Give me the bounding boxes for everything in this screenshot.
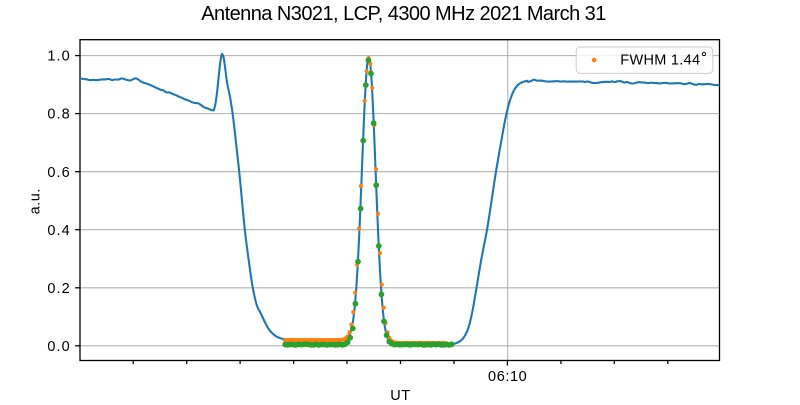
svg-text:FWHM 1.44: FWHM 1.44	[620, 52, 700, 68]
svg-text:1.0: 1.0	[47, 49, 70, 65]
svg-text:0.4: 0.4	[47, 223, 70, 239]
svg-text:UT: UT	[390, 388, 410, 400]
svg-text:0.8: 0.8	[47, 107, 70, 123]
svg-text:0.6: 0.6	[47, 165, 70, 181]
svg-text:06:10: 06:10	[488, 369, 527, 385]
svg-text:0.2: 0.2	[47, 281, 70, 297]
svg-text:a.u.: a.u.	[28, 188, 44, 214]
svg-text:0.0: 0.0	[47, 339, 70, 355]
svg-text:Antenna N3021, LCP, 4300 MHz 2: Antenna N3021, LCP, 4300 MHz 2021 March …	[201, 3, 606, 25]
